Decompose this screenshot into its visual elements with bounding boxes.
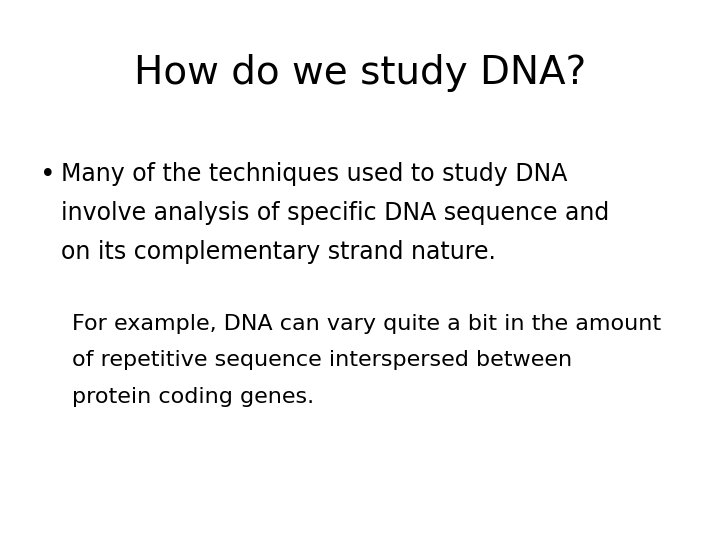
Text: For example, DNA can vary quite a bit in the amount: For example, DNA can vary quite a bit in… [72, 314, 661, 334]
Text: protein coding genes.: protein coding genes. [72, 387, 314, 407]
Text: How do we study DNA?: How do we study DNA? [134, 54, 586, 92]
Text: •: • [40, 162, 55, 188]
Text: of repetitive sequence interspersed between: of repetitive sequence interspersed betw… [72, 350, 572, 370]
Text: on its complementary strand nature.: on its complementary strand nature. [61, 240, 496, 264]
Text: Many of the techniques used to study DNA: Many of the techniques used to study DNA [61, 162, 567, 186]
Text: involve analysis of specific DNA sequence and: involve analysis of specific DNA sequenc… [61, 201, 609, 225]
